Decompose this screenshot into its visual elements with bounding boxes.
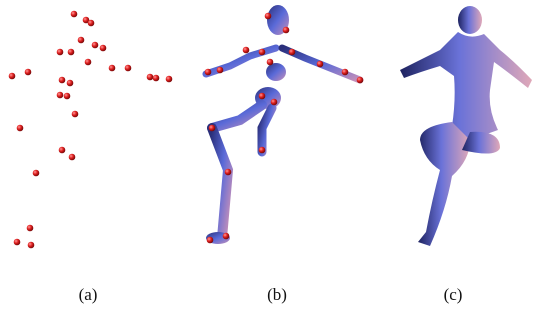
marker-cloud — [9, 11, 173, 249]
caption: (c) — [444, 285, 463, 304]
figure: (a) (b) (c) — [0, 0, 535, 320]
caption: (a) — [79, 285, 98, 304]
skeleton — [205, 5, 364, 244]
body-model — [400, 6, 532, 246]
caption: (b) — [267, 285, 287, 304]
